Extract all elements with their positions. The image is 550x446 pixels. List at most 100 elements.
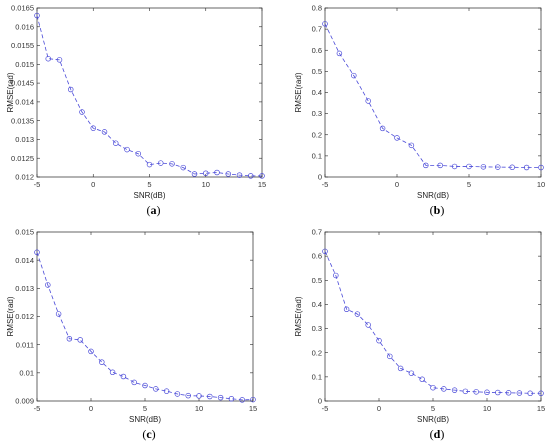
data-point-marker: [516, 390, 523, 396]
data-point-marker: [228, 395, 235, 402]
data-point-marker: [527, 390, 533, 397]
data-point-marker: [146, 161, 153, 168]
x-tick-label: 10: [483, 404, 491, 413]
x-axis-label: SNR(dB): [133, 191, 165, 200]
data-point-marker: [239, 397, 245, 403]
data-point-marker: [203, 170, 209, 176]
series-line: [324, 23, 541, 168]
y-axis-label: RMSE(rad): [6, 72, 15, 112]
x-tick-label: 15: [537, 404, 545, 413]
x-axis-label: SNR(dB): [417, 191, 449, 200]
caption-letter: b: [434, 203, 441, 217]
data-point-marker: [124, 146, 130, 153]
data-point-marker: [101, 129, 108, 135]
data-point-marker: [45, 282, 51, 288]
data-point-marker: [142, 382, 148, 389]
chart-panel-c: -5 0 5 10 15 0.009 0.01 0.011 0.012 0.013 0.014 0.0…: [6, 228, 257, 441]
y-tick-label: 0.5: [312, 67, 322, 76]
y-tick-label: 0.013: [15, 284, 34, 293]
x-tick-label: 0: [395, 180, 399, 189]
y-tick-label: 0.013: [15, 135, 34, 144]
data-point-marker: [109, 369, 116, 376]
data-point-marker: [351, 72, 357, 79]
y-tick-label: 0.1: [312, 372, 322, 381]
y-axis-label: RMSE(rad): [6, 296, 15, 336]
caption-letter: c: [146, 427, 152, 441]
y-tick-label: 0.3: [312, 324, 322, 333]
caption-open-paren: (: [147, 203, 151, 217]
y-tick-label: 0.8: [312, 4, 322, 13]
data-point-marker: [473, 389, 479, 395]
data-point-marker: [523, 164, 530, 171]
y-tick-label: 0.015: [15, 228, 34, 237]
data-point-marker: [191, 171, 198, 177]
data-point-marker: [322, 248, 328, 255]
data-point-marker: [419, 376, 425, 383]
y-tick-label: 0.014: [15, 256, 34, 265]
data-point-marker: [462, 388, 469, 395]
y-tick-label: 0.012: [15, 312, 34, 321]
data-point-marker: [158, 160, 164, 166]
data-point-marker: [394, 135, 400, 141]
y-tick-label: 0.009: [15, 397, 34, 406]
data-point-marker: [466, 163, 472, 170]
data-point-marker: [77, 337, 83, 343]
data-point-marker: [99, 359, 105, 365]
data-point-marker: [430, 384, 436, 391]
caption-close-paren: ): [440, 427, 444, 441]
x-tick-label: 5: [467, 180, 471, 189]
caption-letter: d: [434, 427, 441, 441]
x-tick-label: 10: [202, 180, 210, 189]
x-tick-label: 5: [147, 180, 151, 189]
data-point-marker: [333, 272, 339, 279]
caption-open-paren: (: [430, 203, 434, 217]
data-point-marker: [66, 336, 73, 342]
y-tick-label: 0: [318, 397, 322, 406]
y-tick-label: 0.0135: [11, 116, 34, 125]
data-point-marker: [56, 57, 63, 63]
data-point-marker: [131, 379, 137, 386]
data-point-marker: [495, 164, 501, 170]
x-tick-label: 5: [431, 404, 435, 413]
y-tick-label: 0.2: [312, 130, 322, 139]
data-point-marker: [135, 150, 142, 157]
y-tick-label: 0.2: [312, 348, 322, 357]
data-point-marker: [505, 390, 512, 396]
data-point-marker: [451, 163, 458, 170]
data-point-marker: [79, 109, 85, 115]
data-point-marker: [45, 55, 51, 62]
data-point-marker: [376, 337, 382, 344]
y-tick-label: 0.6: [312, 252, 322, 261]
data-point-marker: [343, 306, 350, 313]
data-point-marker: [153, 386, 159, 392]
panel-caption: (c): [142, 427, 155, 441]
y-tick-label: 0.1: [312, 151, 322, 160]
y-tick-label: 0.4: [312, 88, 322, 97]
data-point-marker: [67, 86, 74, 93]
x-tick-label: 0: [89, 404, 93, 413]
y-axis-label: RMSE(rad): [294, 72, 303, 112]
y-tick-label: 0.3: [312, 109, 322, 118]
y-tick-label: 0.7: [312, 228, 322, 237]
data-point-marker: [34, 249, 40, 256]
y-tick-label: 0.0155: [11, 41, 34, 50]
y-tick-label: 0.015: [15, 60, 34, 69]
panel-caption: (b): [430, 203, 445, 217]
x-tick-label: 15: [258, 180, 266, 189]
x-tick-label: 15: [249, 404, 257, 413]
panel-caption: (a): [147, 203, 161, 217]
data-point-marker: [379, 125, 386, 132]
data-point-marker: [336, 50, 343, 57]
data-point-marker: [365, 322, 371, 328]
x-tick-label: -5: [322, 180, 329, 189]
x-tick-label: 10: [195, 404, 203, 413]
data-point-marker: [408, 370, 415, 376]
x-tick-label: 0: [91, 180, 95, 189]
y-tick-label: 0.6: [312, 46, 322, 55]
y-tick-label: 0.01: [19, 368, 34, 377]
data-point-marker: [174, 391, 181, 397]
y-tick-label: 0.0125: [11, 154, 34, 163]
y-tick-label: 0.012: [15, 173, 34, 182]
data-point-marker: [180, 164, 187, 171]
